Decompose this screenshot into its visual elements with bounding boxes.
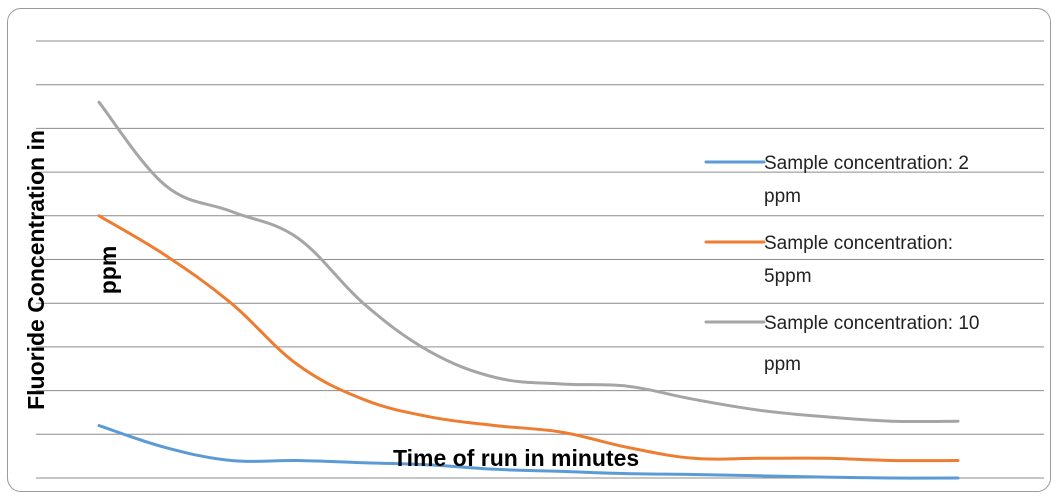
y-axis-title-line-2: ppm	[95, 246, 121, 295]
legend-label-5ppm-line-1: Sample concentration:	[764, 233, 953, 254]
y-axis-title-line-1: Fluoride Concentration in	[23, 130, 49, 410]
legend-label-5ppm-line-2: 5ppm	[764, 266, 812, 287]
series-line-10ppm	[97, 100, 960, 424]
series-line-2ppm	[97, 424, 960, 480]
series-line-5ppm	[97, 214, 960, 463]
y-axis-title: Fluoride Concentration in ppm	[23, 130, 121, 410]
legend-label-10ppm-line-2: ppm	[764, 354, 801, 375]
chart-frame	[7, 8, 1051, 492]
legend: Sample concentration: 2 ppm Sample conce…	[704, 153, 979, 375]
x-axis-title: Time of run in minutes	[393, 445, 639, 471]
legend-label-10ppm-line-1: Sample concentration: 10	[764, 313, 979, 334]
gridlines	[36, 40, 1044, 479]
plot-series	[97, 100, 960, 480]
legend-label-2ppm-line-2: ppm	[764, 186, 801, 207]
legend-label-2ppm-line-1: Sample concentration: 2	[764, 153, 969, 174]
